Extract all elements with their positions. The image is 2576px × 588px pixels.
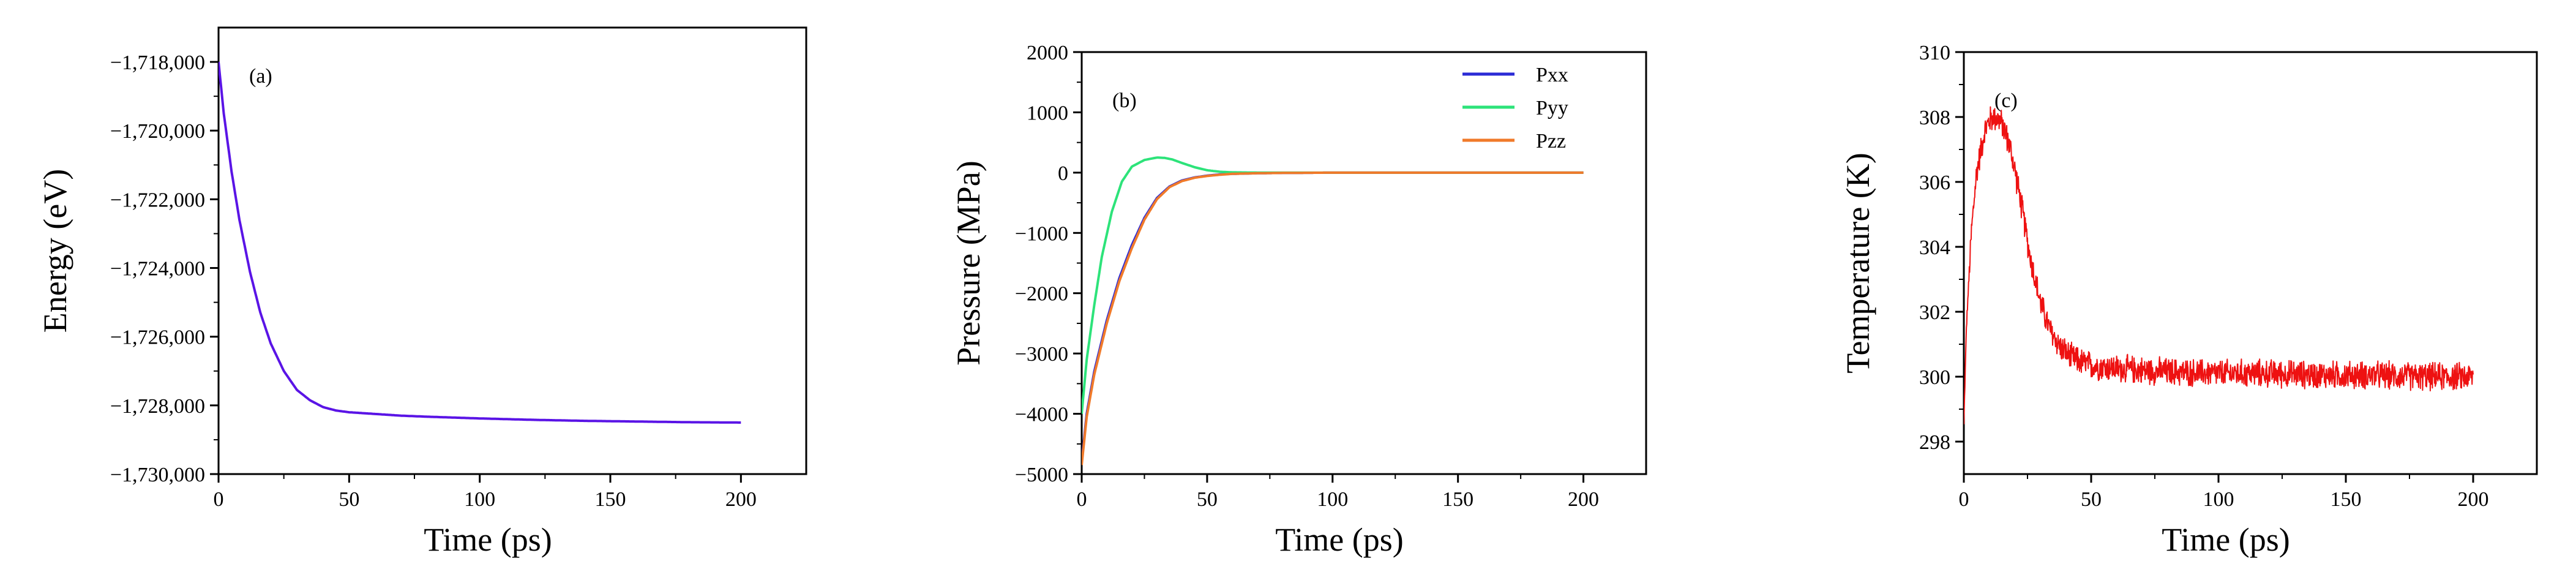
y-tick-label: 308 <box>1919 107 1950 129</box>
plot-frame <box>1963 51 2538 475</box>
y-tick-label: −1,722,000 <box>110 189 205 211</box>
x-tick-label: 200 <box>725 488 757 511</box>
legend-label-pyy: Pyy <box>1536 97 1568 119</box>
x-tick-label: 50 <box>1197 488 1218 511</box>
y-tick-label: −1,718,000 <box>110 51 205 74</box>
x-tick-label: 0 <box>1959 488 1969 511</box>
y-tick-label: 2000 <box>1027 42 1068 64</box>
y-tick-label: 1000 <box>1027 102 1068 124</box>
y-tick-label: −1,720,000 <box>110 120 205 143</box>
panel-b-pressure: 0 50 100 150 200 −5000 −4000 −3000 −2000 −1000 0 10… <box>950 42 1647 558</box>
plot-frame <box>217 26 807 475</box>
y-tick-label: −1000 <box>1015 222 1068 245</box>
x-tick-label: 200 <box>2458 488 2489 511</box>
x-tick-label: 0 <box>214 488 224 511</box>
y-tick-label: −1,726,000 <box>110 326 205 349</box>
y-tick-label: −1,728,000 <box>110 395 205 418</box>
series-line-pyy <box>1082 156 1584 414</box>
x-tick-label: 100 <box>2203 488 2234 511</box>
y-tick-label: −1,730,000 <box>110 464 205 486</box>
panel-label: (b) <box>1112 89 1137 112</box>
x-tick-label: 200 <box>1568 488 1599 511</box>
y-axis-title: Pressure (MPa) <box>950 160 987 365</box>
y-tick-label: 304 <box>1919 236 1950 259</box>
y-tick-label: −5000 <box>1015 464 1068 486</box>
x-tick-label: 100 <box>1317 488 1348 511</box>
x-axis-title: Time (ps) <box>1275 521 1404 558</box>
y-tick-label: 300 <box>1919 366 1950 389</box>
x-axis-title: Time (ps) <box>424 521 552 558</box>
y-tick-label: −3000 <box>1015 343 1068 366</box>
panel-c-temperature: 0 50 100 150 200 298 300 302 304 306 308 310 Time (p… <box>1840 42 2538 558</box>
y-tick-label: 306 <box>1919 172 1950 194</box>
y-tick-label: 302 <box>1919 301 1950 324</box>
x-tick-label: 50 <box>339 488 359 511</box>
panel-label: (a) <box>249 65 272 88</box>
series-line-pxx <box>1082 171 1584 462</box>
y-tick-label: 310 <box>1919 42 1950 64</box>
series-line-temperature <box>1964 106 2474 424</box>
x-tick-label: 0 <box>1077 488 1087 511</box>
x-tick-label: 100 <box>464 488 495 511</box>
y-tick-label: 298 <box>1919 431 1950 454</box>
x-axis-title: Time (ps) <box>2162 521 2290 558</box>
y-axis-title: Energy (eV) <box>37 169 73 333</box>
y-axis-title: Temperature (K) <box>1840 153 1876 374</box>
x-tick-label: 150 <box>2331 488 2362 511</box>
legend-label-pzz: Pzz <box>1536 130 1566 153</box>
panel-a-energy: 0 50 100 150 200 −1,730,000 −1,728,000 −1,726,0… <box>37 26 807 558</box>
series-line-energy <box>219 61 741 424</box>
legend-label-pxx: Pxx <box>1536 64 1568 86</box>
series-line-pzz <box>1082 171 1584 466</box>
x-tick-label: 150 <box>595 488 626 511</box>
y-tick-label: 0 <box>1058 162 1068 185</box>
x-tick-label: 150 <box>1442 488 1473 511</box>
y-tick-label: −1,724,000 <box>110 258 205 281</box>
x-tick-label: 50 <box>2081 488 2102 511</box>
panel-label: (c) <box>1994 89 2018 112</box>
y-tick-label: −4000 <box>1015 404 1068 426</box>
y-tick-label: −2000 <box>1015 283 1068 306</box>
